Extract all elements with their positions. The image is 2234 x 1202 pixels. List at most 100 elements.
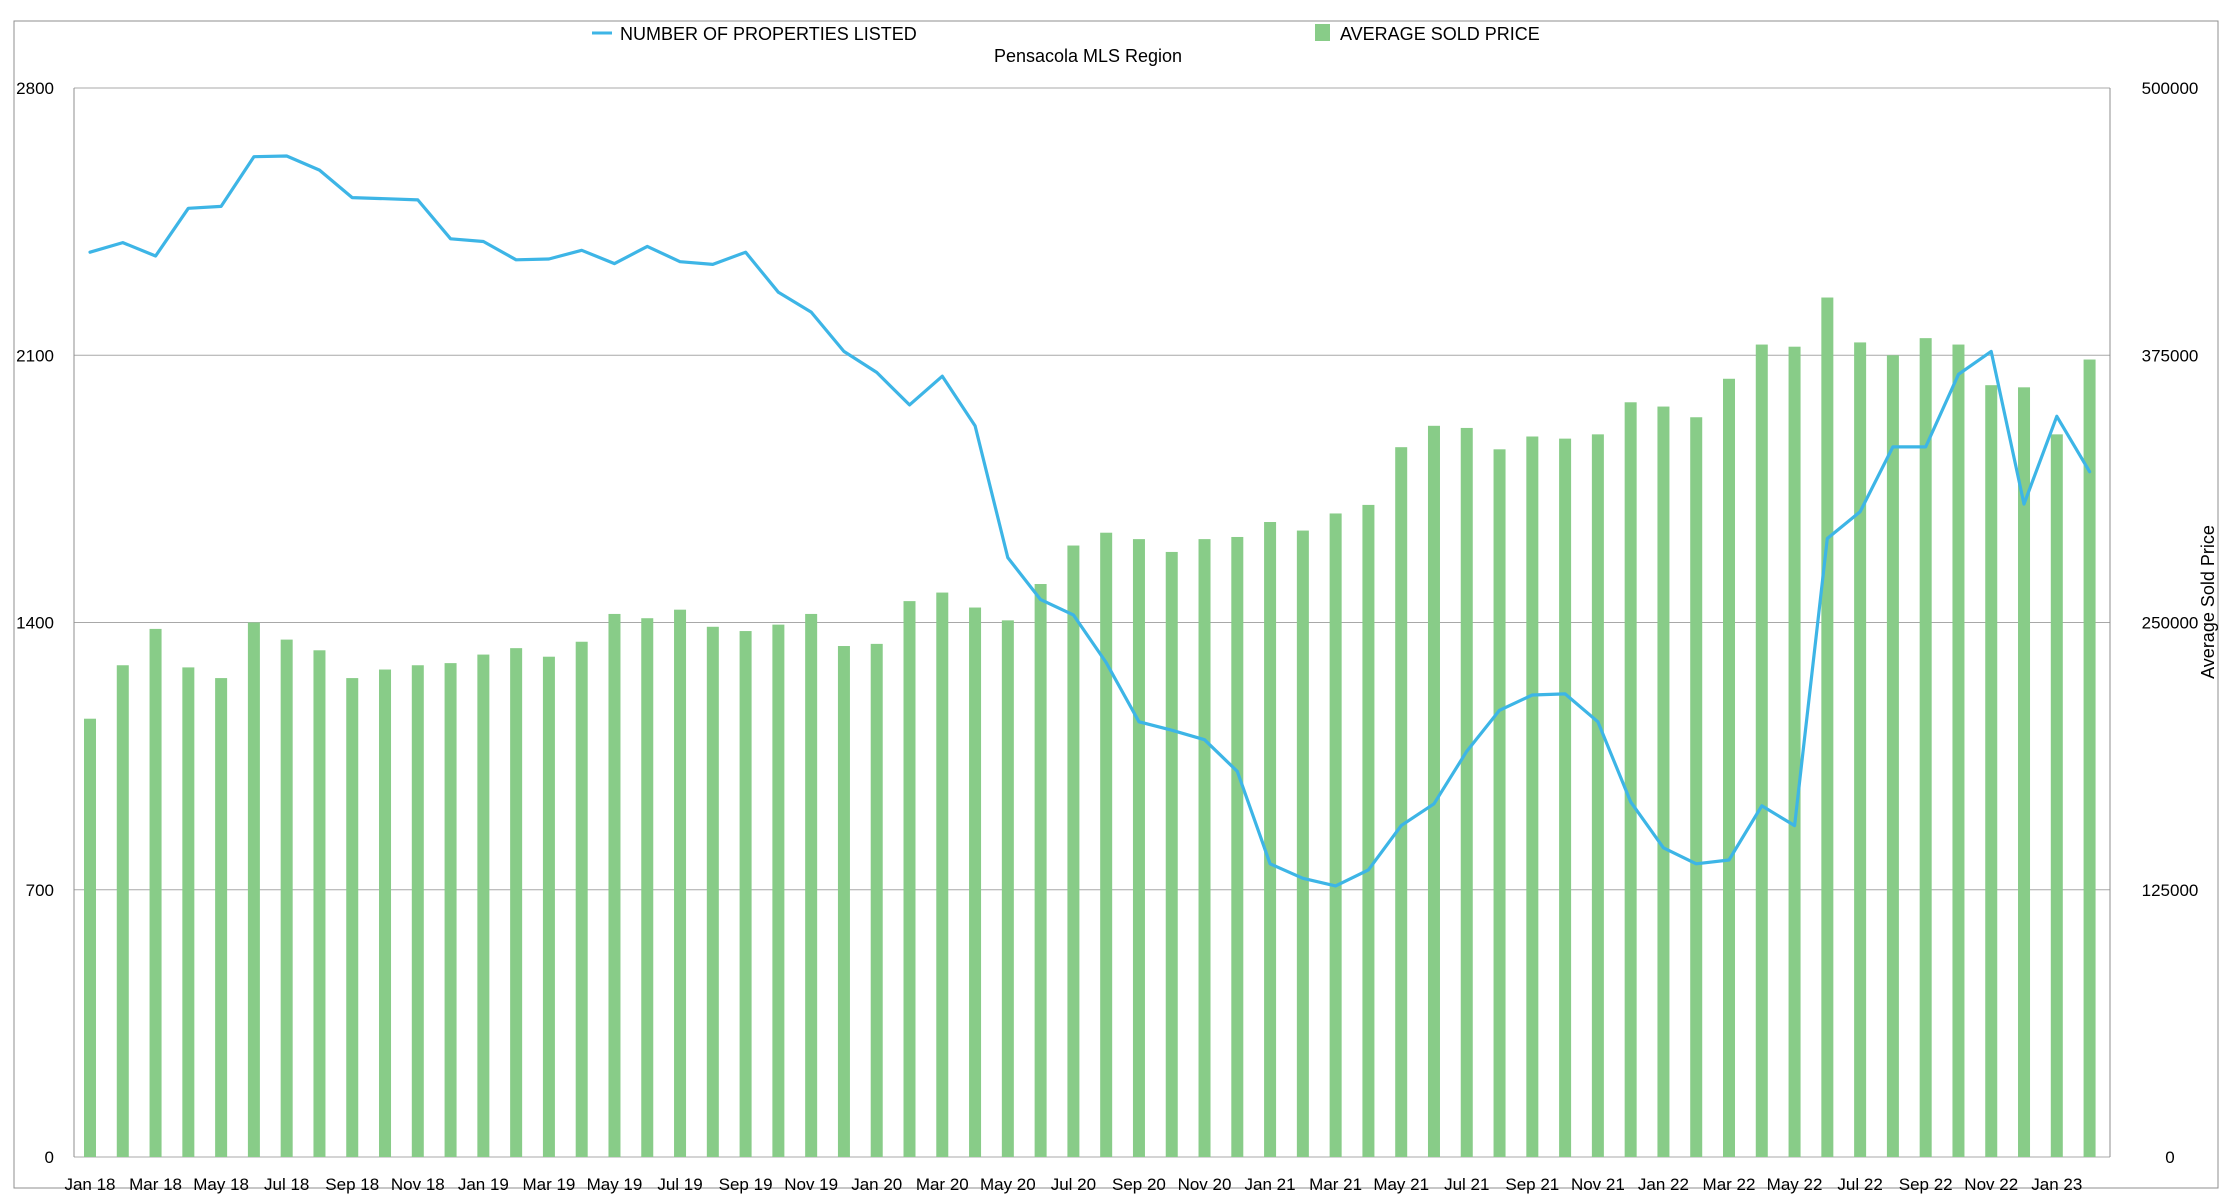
x-axis-ticks: Jan 18 Mar 18 May 18 Jul 18 Sep 18 Nov 18 Jan … bbox=[64, 1175, 2082, 1194]
x-tick-label: Jul 19 bbox=[657, 1175, 702, 1194]
y-left-tick-label: 0 bbox=[45, 1148, 54, 1167]
bar bbox=[1132, 539, 1145, 1157]
bar bbox=[706, 626, 719, 1157]
bar bbox=[1165, 551, 1178, 1157]
x-tick-label: Nov 21 bbox=[1571, 1175, 1625, 1194]
axes bbox=[73, 88, 2111, 1157]
bar bbox=[1886, 355, 1899, 1157]
x-tick-label: Jan 23 bbox=[2031, 1175, 2082, 1194]
legend: NUMBER OF PROPERTIES LISTED AVERAGE SOLD… bbox=[592, 24, 1540, 44]
legend-label-average-sold-price: AVERAGE SOLD PRICE bbox=[1340, 24, 1540, 44]
bar bbox=[575, 641, 588, 1157]
y-axis-left-ticks: 0 700 1400 2100 2800 bbox=[16, 79, 54, 1167]
bar bbox=[313, 650, 326, 1157]
legend-bar-swatch bbox=[1315, 24, 1330, 41]
y-left-tick-label: 2100 bbox=[16, 346, 54, 365]
bar bbox=[2018, 387, 2031, 1157]
x-tick-label: Nov 18 bbox=[391, 1175, 445, 1194]
x-tick-label: Jan 21 bbox=[1245, 1175, 1296, 1194]
x-tick-label: Jul 20 bbox=[1051, 1175, 1096, 1194]
y-axis-right-title: Average Sold Price bbox=[2198, 525, 2218, 679]
y-axis-right-ticks: 0 125000 250000 375000 500000 bbox=[2142, 79, 2199, 1167]
legend-label-properties-listed: NUMBER OF PROPERTIES LISTED bbox=[620, 24, 917, 44]
bar bbox=[182, 667, 195, 1157]
bar bbox=[903, 601, 916, 1157]
bar bbox=[1264, 522, 1277, 1157]
bar bbox=[1919, 338, 1932, 1157]
bar bbox=[837, 646, 850, 1157]
bar bbox=[1526, 436, 1539, 1157]
y-right-tick-label: 0 bbox=[2165, 1148, 2174, 1167]
bar bbox=[149, 628, 162, 1157]
bar bbox=[510, 648, 523, 1157]
x-tick-label: Mar 22 bbox=[1703, 1175, 1756, 1194]
bar bbox=[674, 609, 687, 1157]
x-tick-label: Jul 22 bbox=[1837, 1175, 1882, 1194]
bar bbox=[2083, 359, 2096, 1157]
bar bbox=[542, 656, 555, 1157]
bar bbox=[641, 618, 654, 1157]
x-tick-label: Mar 21 bbox=[1309, 1175, 1362, 1194]
x-tick-label: Nov 22 bbox=[1964, 1175, 2018, 1194]
bar bbox=[1657, 406, 1670, 1157]
bar bbox=[1231, 536, 1244, 1157]
x-tick-label: Jul 21 bbox=[1444, 1175, 1489, 1194]
bar bbox=[1460, 427, 1473, 1157]
bar bbox=[739, 631, 752, 1157]
bar bbox=[1329, 513, 1342, 1157]
x-tick-label: Sep 20 bbox=[1112, 1175, 1166, 1194]
bar bbox=[116, 665, 129, 1157]
bar bbox=[1493, 449, 1506, 1157]
x-tick-label: Jan 20 bbox=[851, 1175, 902, 1194]
line-path bbox=[88, 154, 2092, 888]
bar bbox=[969, 607, 982, 1157]
y-left-tick-label: 700 bbox=[26, 881, 54, 900]
x-tick-label: Sep 22 bbox=[1899, 1175, 1953, 1194]
bar bbox=[870, 643, 883, 1157]
x-tick-label: Nov 20 bbox=[1178, 1175, 1232, 1194]
y-left-tick-label: 2800 bbox=[16, 79, 54, 98]
bar bbox=[346, 678, 359, 1157]
bar bbox=[1821, 297, 1834, 1157]
y-right-tick-label: 250000 bbox=[2142, 614, 2199, 633]
bar bbox=[215, 678, 228, 1157]
x-tick-label: Jan 19 bbox=[458, 1175, 509, 1194]
bar bbox=[1427, 425, 1440, 1158]
y-right-tick-label: 500000 bbox=[2142, 79, 2199, 98]
bar bbox=[280, 639, 293, 1157]
bar bbox=[772, 624, 785, 1157]
y-right-tick-label: 125000 bbox=[2142, 881, 2199, 900]
bar bbox=[1985, 385, 1998, 1157]
bar bbox=[1559, 438, 1572, 1158]
bar bbox=[805, 613, 818, 1157]
bar bbox=[1854, 342, 1867, 1157]
bar bbox=[1362, 504, 1375, 1157]
x-tick-label: Sep 21 bbox=[1505, 1175, 1559, 1194]
chart-title: Pensacola MLS Region bbox=[994, 46, 1182, 66]
bar bbox=[1395, 447, 1408, 1158]
x-tick-label: May 19 bbox=[587, 1175, 643, 1194]
x-tick-label: Mar 18 bbox=[129, 1175, 182, 1194]
bar bbox=[1690, 417, 1703, 1157]
chart-border bbox=[13, 20, 2219, 1189]
bar bbox=[1034, 584, 1047, 1157]
x-tick-label: Sep 18 bbox=[325, 1175, 379, 1194]
x-tick-label: Jul 18 bbox=[264, 1175, 309, 1194]
bar bbox=[247, 622, 260, 1157]
bar bbox=[1067, 545, 1080, 1157]
bar bbox=[1723, 378, 1735, 1157]
x-tick-label: Sep 19 bbox=[719, 1175, 773, 1194]
x-tick-label: May 21 bbox=[1373, 1175, 1429, 1194]
bar bbox=[1624, 402, 1637, 1157]
bar bbox=[1591, 434, 1604, 1158]
x-tick-label: Mar 20 bbox=[916, 1175, 969, 1194]
bar bbox=[1100, 532, 1113, 1157]
x-tick-label: May 18 bbox=[193, 1175, 249, 1194]
y-left-tick-label: 1400 bbox=[16, 614, 54, 633]
bar-series-average-sold-price bbox=[84, 297, 2096, 1158]
x-tick-label: May 22 bbox=[1767, 1175, 1823, 1194]
bar bbox=[936, 592, 949, 1157]
bar bbox=[84, 718, 96, 1157]
